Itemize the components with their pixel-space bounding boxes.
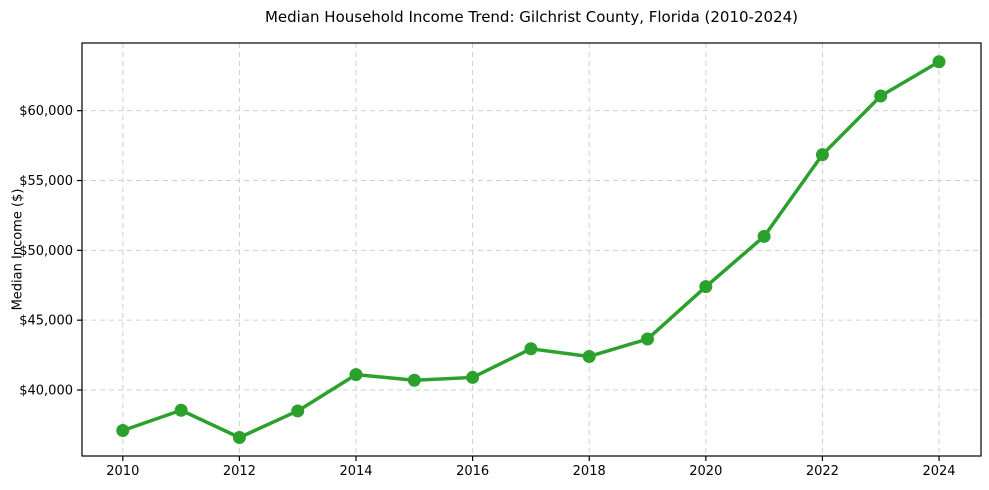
data-point-2016 — [466, 370, 480, 384]
plot-area-border — [81, 42, 982, 457]
x-tick-label: 2020 — [689, 464, 722, 479]
data-point-2012 — [232, 430, 246, 444]
data-point-2011 — [174, 403, 188, 417]
data-point-2020 — [699, 280, 713, 294]
x-tick-label: 2016 — [456, 464, 489, 479]
x-tick-label: 2010 — [106, 464, 139, 479]
data-point-2023 — [874, 89, 888, 103]
x-tick-label: 2012 — [223, 464, 256, 479]
data-point-2015 — [407, 373, 421, 387]
y-tick-label: $40,000 — [19, 384, 73, 399]
y-tick-label: $45,000 — [19, 314, 73, 329]
y-tick-label: $55,000 — [19, 174, 73, 189]
data-point-2013 — [291, 404, 305, 418]
y-tick-label: $50,000 — [19, 244, 73, 259]
data-point-2022 — [815, 148, 829, 162]
data-point-2018 — [582, 349, 596, 363]
data-point-2021 — [757, 229, 771, 243]
data-point-2024 — [932, 55, 946, 69]
data-point-2019 — [641, 332, 655, 346]
x-tick-label: 2024 — [922, 464, 955, 479]
x-tick-label: 2018 — [573, 464, 606, 479]
data-point-2010 — [116, 424, 130, 438]
y-tick-label: $60,000 — [19, 104, 73, 119]
data-point-2014 — [349, 368, 363, 382]
income-trend-line — [121, 60, 941, 440]
chart-title: Median Household Income Trend: Gilchrist… — [264, 8, 799, 26]
data-point-2017 — [524, 342, 538, 356]
x-tick-label: 2022 — [806, 464, 839, 479]
x-tick-label: 2014 — [339, 464, 372, 479]
